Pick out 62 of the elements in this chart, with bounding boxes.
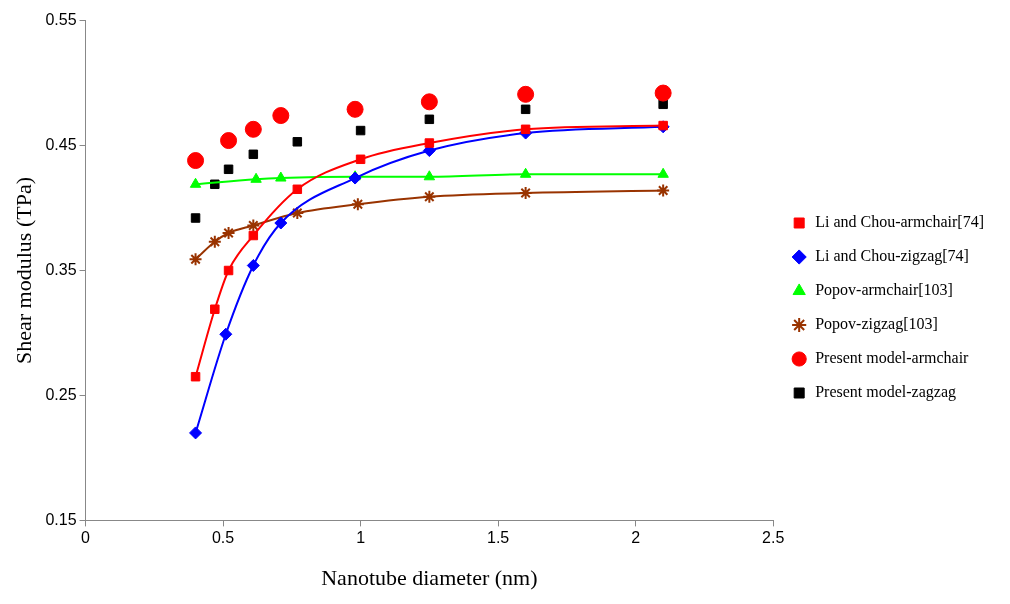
legend-label: Li and Chou-armchair[74] (815, 213, 984, 231)
point (520, 104, 531, 115)
x-tick-label: 2 (631, 529, 641, 547)
point (355, 154, 366, 165)
point (250, 172, 262, 183)
point (221, 226, 236, 241)
point (246, 218, 261, 233)
point (518, 186, 533, 201)
y-tick-label: 0.35 (45, 260, 77, 278)
point (654, 84, 672, 102)
point (188, 252, 203, 267)
legend-label: Popov-zigzag[103] (815, 315, 938, 334)
point (223, 164, 234, 175)
point (187, 152, 205, 170)
point (292, 137, 303, 147)
y-tick-label: 0.45 (45, 135, 77, 153)
point (656, 183, 671, 198)
point (292, 184, 303, 195)
y-tick-label: 0.55 (45, 11, 77, 29)
legend-label: Present model-zagzag (815, 383, 956, 402)
y-tick-label: 0.15 (45, 510, 77, 528)
point (520, 124, 531, 135)
point (244, 120, 262, 138)
legend-label: Li and Chou-zigzag[74] (815, 247, 969, 266)
point (190, 213, 201, 223)
point (246, 259, 260, 272)
point (423, 170, 436, 181)
point (290, 206, 305, 221)
point (424, 114, 435, 125)
point (219, 327, 233, 341)
point (189, 177, 202, 188)
x-axis-title: Nanotube diameter (nm) (321, 564, 538, 590)
x-tick-label: 1.5 (486, 529, 510, 547)
point (424, 138, 435, 148)
point (517, 85, 535, 103)
point (210, 304, 220, 314)
legend-label: Present model-armchair (815, 349, 970, 367)
point (519, 167, 532, 178)
point (350, 197, 365, 212)
point (189, 426, 203, 440)
point (248, 230, 259, 241)
y-tick-label: 0.25 (45, 385, 77, 403)
x-tick-label: 0.5 (211, 529, 235, 547)
point (274, 216, 288, 230)
x-tick-label: 1 (356, 529, 366, 547)
point (422, 189, 437, 204)
point (248, 149, 259, 160)
y-axis-title: Shear modulus (TPa) (10, 177, 36, 364)
point (190, 371, 201, 382)
x-tick-label: 2.5 (762, 529, 785, 547)
point (223, 265, 234, 276)
point (657, 167, 669, 178)
x-tick-label: 0 (81, 529, 91, 547)
point (348, 171, 362, 185)
point (355, 125, 366, 136)
point (220, 132, 238, 150)
point (207, 234, 222, 249)
point (272, 107, 290, 125)
legend-label: Popov-armchair[103] (815, 281, 953, 300)
point (275, 171, 287, 182)
point (420, 93, 438, 111)
point (346, 100, 364, 118)
